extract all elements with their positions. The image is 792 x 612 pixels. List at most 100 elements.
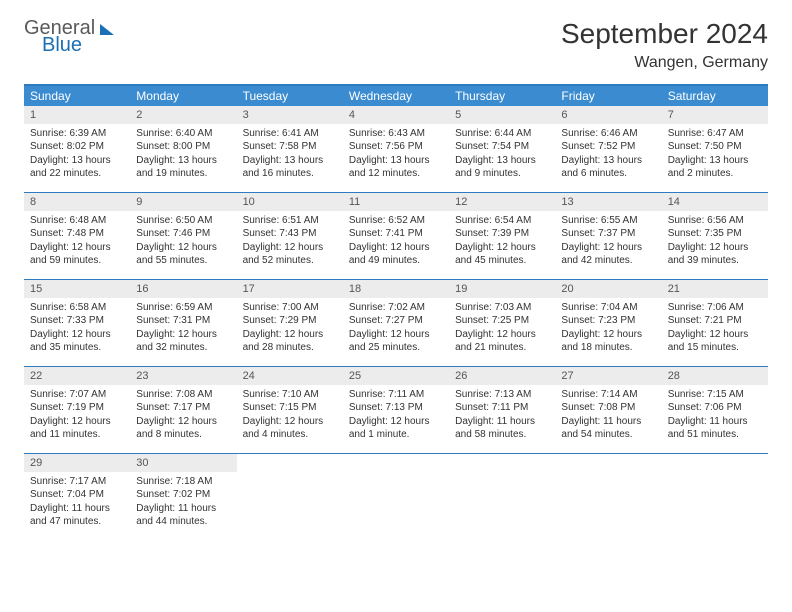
sunset-text: Sunset: 7:25 PM (455, 314, 549, 328)
day-number: 30 (130, 454, 236, 472)
day-body: Sunrise: 7:06 AMSunset: 7:21 PMDaylight:… (662, 298, 768, 359)
day-number: 21 (662, 280, 768, 298)
sunset-text: Sunset: 7:23 PM (561, 314, 655, 328)
sunset-text: Sunset: 7:37 PM (561, 227, 655, 241)
day-body: Sunrise: 6:54 AMSunset: 7:39 PMDaylight:… (449, 211, 555, 272)
day-number: 4 (343, 106, 449, 124)
day-number: 7 (662, 106, 768, 124)
day-cell: 9Sunrise: 6:50 AMSunset: 7:46 PMDaylight… (130, 193, 236, 279)
daylight-text-1: Daylight: 13 hours (561, 154, 655, 168)
month-title: September 2024 (561, 18, 768, 50)
daylight-text-1: Daylight: 11 hours (455, 415, 549, 429)
daylight-text-1: Daylight: 12 hours (243, 415, 337, 429)
day-cell: 7Sunrise: 6:47 AMSunset: 7:50 PMDaylight… (662, 106, 768, 192)
sunrise-text: Sunrise: 6:44 AM (455, 127, 549, 141)
day-body: Sunrise: 7:18 AMSunset: 7:02 PMDaylight:… (130, 472, 236, 533)
day-number: 23 (130, 367, 236, 385)
sunset-text: Sunset: 7:06 PM (668, 401, 762, 415)
day-body: Sunrise: 7:10 AMSunset: 7:15 PMDaylight:… (237, 385, 343, 446)
day-body: Sunrise: 6:55 AMSunset: 7:37 PMDaylight:… (555, 211, 661, 272)
daylight-text-1: Daylight: 11 hours (668, 415, 762, 429)
day-number: 1 (24, 106, 130, 124)
sunset-text: Sunset: 7:58 PM (243, 140, 337, 154)
day-cell: 16Sunrise: 6:59 AMSunset: 7:31 PMDayligh… (130, 280, 236, 366)
sunrise-text: Sunrise: 7:00 AM (243, 301, 337, 315)
day-body: Sunrise: 6:40 AMSunset: 8:00 PMDaylight:… (130, 124, 236, 185)
sunset-text: Sunset: 7:29 PM (243, 314, 337, 328)
day-number: 29 (24, 454, 130, 472)
day-cell: 23Sunrise: 7:08 AMSunset: 7:17 PMDayligh… (130, 367, 236, 453)
day-cell: 4Sunrise: 6:43 AMSunset: 7:56 PMDaylight… (343, 106, 449, 192)
sunrise-text: Sunrise: 6:58 AM (30, 301, 124, 315)
sunset-text: Sunset: 7:31 PM (136, 314, 230, 328)
day-body: Sunrise: 7:04 AMSunset: 7:23 PMDaylight:… (555, 298, 661, 359)
daylight-text-2: and 22 minutes. (30, 167, 124, 181)
sunset-text: Sunset: 7:27 PM (349, 314, 443, 328)
daylight-text-1: Daylight: 13 hours (455, 154, 549, 168)
day-body: Sunrise: 6:43 AMSunset: 7:56 PMDaylight:… (343, 124, 449, 185)
sunrise-text: Sunrise: 7:18 AM (136, 475, 230, 489)
weekday-header: Saturday (662, 86, 768, 106)
sunrise-text: Sunrise: 6:43 AM (349, 127, 443, 141)
daylight-text-2: and 11 minutes. (30, 428, 124, 442)
day-cell: 10Sunrise: 6:51 AMSunset: 7:43 PMDayligh… (237, 193, 343, 279)
daylight-text-1: Daylight: 12 hours (136, 415, 230, 429)
day-body: Sunrise: 7:00 AMSunset: 7:29 PMDaylight:… (237, 298, 343, 359)
day-body: Sunrise: 6:59 AMSunset: 7:31 PMDaylight:… (130, 298, 236, 359)
daylight-text-1: Daylight: 13 hours (243, 154, 337, 168)
sunrise-text: Sunrise: 7:04 AM (561, 301, 655, 315)
day-cell: 19Sunrise: 7:03 AMSunset: 7:25 PMDayligh… (449, 280, 555, 366)
sunrise-text: Sunrise: 6:39 AM (30, 127, 124, 141)
sunset-text: Sunset: 7:11 PM (455, 401, 549, 415)
day-number: 6 (555, 106, 661, 124)
daylight-text-1: Daylight: 13 hours (136, 154, 230, 168)
day-body: Sunrise: 7:13 AMSunset: 7:11 PMDaylight:… (449, 385, 555, 446)
day-number: 25 (343, 367, 449, 385)
daylight-text-2: and 4 minutes. (243, 428, 337, 442)
daylight-text-1: Daylight: 12 hours (30, 415, 124, 429)
day-body: Sunrise: 7:15 AMSunset: 7:06 PMDaylight:… (662, 385, 768, 446)
sunrise-text: Sunrise: 7:17 AM (30, 475, 124, 489)
sunrise-text: Sunrise: 6:55 AM (561, 214, 655, 228)
daylight-text-1: Daylight: 12 hours (136, 241, 230, 255)
daylight-text-2: and 28 minutes. (243, 341, 337, 355)
sunset-text: Sunset: 7:56 PM (349, 140, 443, 154)
sunset-text: Sunset: 7:02 PM (136, 488, 230, 502)
day-number: 28 (662, 367, 768, 385)
week-row: 22Sunrise: 7:07 AMSunset: 7:19 PMDayligh… (24, 367, 768, 454)
sunrise-text: Sunrise: 7:15 AM (668, 388, 762, 402)
day-body: Sunrise: 7:02 AMSunset: 7:27 PMDaylight:… (343, 298, 449, 359)
daylight-text-1: Daylight: 13 hours (349, 154, 443, 168)
sunrise-text: Sunrise: 7:02 AM (349, 301, 443, 315)
day-number: 17 (237, 280, 343, 298)
sunrise-text: Sunrise: 6:52 AM (349, 214, 443, 228)
sunrise-text: Sunrise: 6:48 AM (30, 214, 124, 228)
sunset-text: Sunset: 8:00 PM (136, 140, 230, 154)
daylight-text-1: Daylight: 12 hours (30, 328, 124, 342)
day-cell: 25Sunrise: 7:11 AMSunset: 7:13 PMDayligh… (343, 367, 449, 453)
sunrise-text: Sunrise: 6:59 AM (136, 301, 230, 315)
day-body: Sunrise: 7:03 AMSunset: 7:25 PMDaylight:… (449, 298, 555, 359)
sunset-text: Sunset: 7:43 PM (243, 227, 337, 241)
calendar: SundayMondayTuesdayWednesdayThursdayFrid… (24, 84, 768, 540)
day-number: 27 (555, 367, 661, 385)
logo-text-blue: Blue (42, 35, 114, 55)
sunrise-text: Sunrise: 7:06 AM (668, 301, 762, 315)
weeks-container: 1Sunrise: 6:39 AMSunset: 8:02 PMDaylight… (24, 106, 768, 540)
day-number: 9 (130, 193, 236, 211)
day-body: Sunrise: 6:56 AMSunset: 7:35 PMDaylight:… (662, 211, 768, 272)
day-cell: 28Sunrise: 7:15 AMSunset: 7:06 PMDayligh… (662, 367, 768, 453)
daylight-text-1: Daylight: 12 hours (349, 328, 443, 342)
day-cell: 22Sunrise: 7:07 AMSunset: 7:19 PMDayligh… (24, 367, 130, 453)
day-cell (449, 454, 555, 540)
day-number: 10 (237, 193, 343, 211)
day-number: 15 (24, 280, 130, 298)
day-number: 8 (24, 193, 130, 211)
sunrise-text: Sunrise: 7:13 AM (455, 388, 549, 402)
sunset-text: Sunset: 7:46 PM (136, 227, 230, 241)
day-body: Sunrise: 6:44 AMSunset: 7:54 PMDaylight:… (449, 124, 555, 185)
week-row: 29Sunrise: 7:17 AMSunset: 7:04 PMDayligh… (24, 454, 768, 540)
sunset-text: Sunset: 7:21 PM (668, 314, 762, 328)
daylight-text-1: Daylight: 12 hours (561, 241, 655, 255)
day-number: 19 (449, 280, 555, 298)
